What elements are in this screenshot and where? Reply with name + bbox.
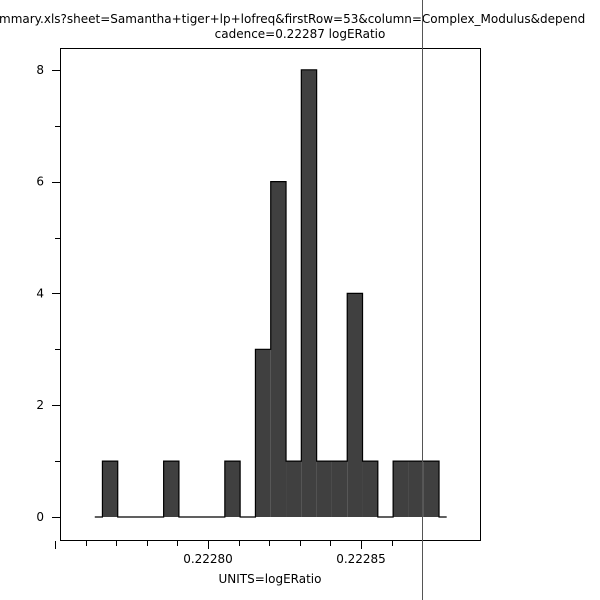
histogram-bar <box>270 181 287 517</box>
histogram-bar <box>347 293 363 517</box>
histogram-bar <box>423 461 440 517</box>
chart-title: mmary.xls?sheet=Samantha+tiger+lp+lofreq… <box>0 12 586 26</box>
y-tick-label: 2 <box>36 398 44 412</box>
histogram-outline <box>94 69 447 518</box>
histogram-bar <box>316 461 332 517</box>
histogram-bar <box>408 461 424 517</box>
histogram-bar <box>163 461 179 517</box>
histogram-bar <box>331 461 348 517</box>
y-tick-label: 0 <box>36 510 44 524</box>
histogram-bar <box>224 461 241 517</box>
y-tick-label: 6 <box>36 175 44 189</box>
x-tick-label: 0.22280 <box>183 552 233 566</box>
x-tick-label: 0.22285 <box>336 552 386 566</box>
histogram-bar <box>301 69 317 518</box>
histogram-bar <box>286 461 302 517</box>
plot-frame <box>60 48 481 541</box>
x-axis-label: UNITS=logERatio <box>219 572 322 586</box>
y-tick-label: 4 <box>36 286 44 300</box>
histogram-bar <box>102 461 118 517</box>
y-tick-label: 8 <box>36 63 44 77</box>
histogram-bar <box>255 349 271 517</box>
chart-subtitle: cadence=0.22287 logERatio <box>214 27 386 41</box>
histogram-bar <box>362 461 378 517</box>
histogram-bar <box>393 461 409 517</box>
